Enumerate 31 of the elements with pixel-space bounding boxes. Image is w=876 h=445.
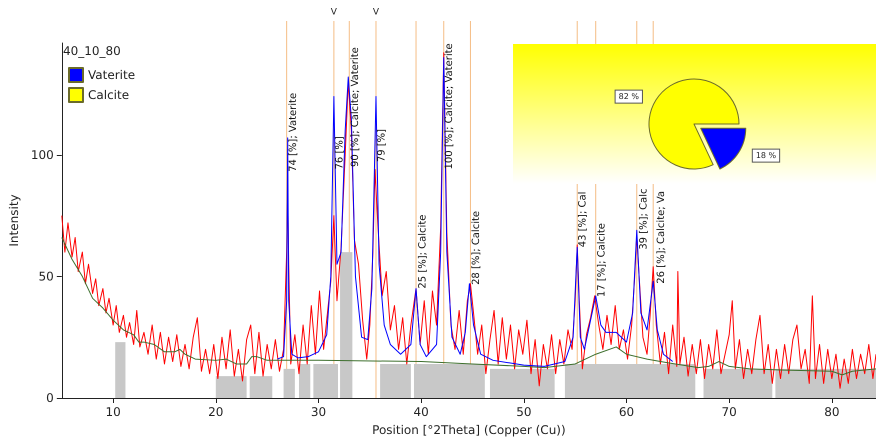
legend-label: Calcite bbox=[88, 88, 130, 102]
x-axis-title: Position [°2Theta] (Copper (Cu)) bbox=[372, 423, 566, 437]
x-tick-label: 60 bbox=[618, 405, 634, 419]
data-label: 82 % bbox=[618, 92, 640, 102]
annotation: 79 [%] bbox=[376, 128, 388, 162]
annotation: 25 [%]; Calcite bbox=[418, 214, 429, 289]
x-tick-label: 40 bbox=[414, 405, 429, 419]
annotation: 90 [%]; Calcite; Vaterite bbox=[350, 47, 361, 168]
x-tick-label: 30 bbox=[310, 405, 326, 419]
annotation: 74 [%]; Vaterite bbox=[288, 92, 300, 172]
ref-line-label: V bbox=[372, 8, 380, 18]
annotation: 76 [%] bbox=[334, 136, 346, 170]
y-axis-title: Intensity bbox=[7, 194, 21, 247]
annotation: 100 [%]; Calcite; Vaterite bbox=[444, 43, 456, 170]
chart-title: 40_10_80 bbox=[63, 44, 121, 58]
y-tick-label: 50 bbox=[38, 269, 54, 284]
ref-line-label: V bbox=[330, 8, 338, 18]
data-label: 18 % bbox=[756, 151, 777, 160]
annotation: 17 [%]; Calcite bbox=[596, 223, 608, 298]
x-tick-label: 70 bbox=[722, 405, 737, 419]
x-tick-label: 80 bbox=[824, 405, 840, 419]
annotation: 43 [%]; Cal bbox=[578, 192, 589, 248]
x-tick-label: 50 bbox=[516, 405, 532, 419]
legend-label: Vaterite bbox=[88, 68, 136, 82]
annotation: 39 [%]; Calc bbox=[638, 188, 650, 250]
x-tick-label: 20 bbox=[208, 405, 224, 419]
annotation: 26 [%]; Calcite; Va bbox=[656, 190, 667, 284]
y-tick-label: 0 bbox=[46, 391, 54, 405]
y-tick-label: 100 bbox=[30, 148, 54, 162]
x-tick-label: 10 bbox=[106, 405, 121, 419]
annotation: 28 [%]; Calcite bbox=[470, 210, 482, 285]
